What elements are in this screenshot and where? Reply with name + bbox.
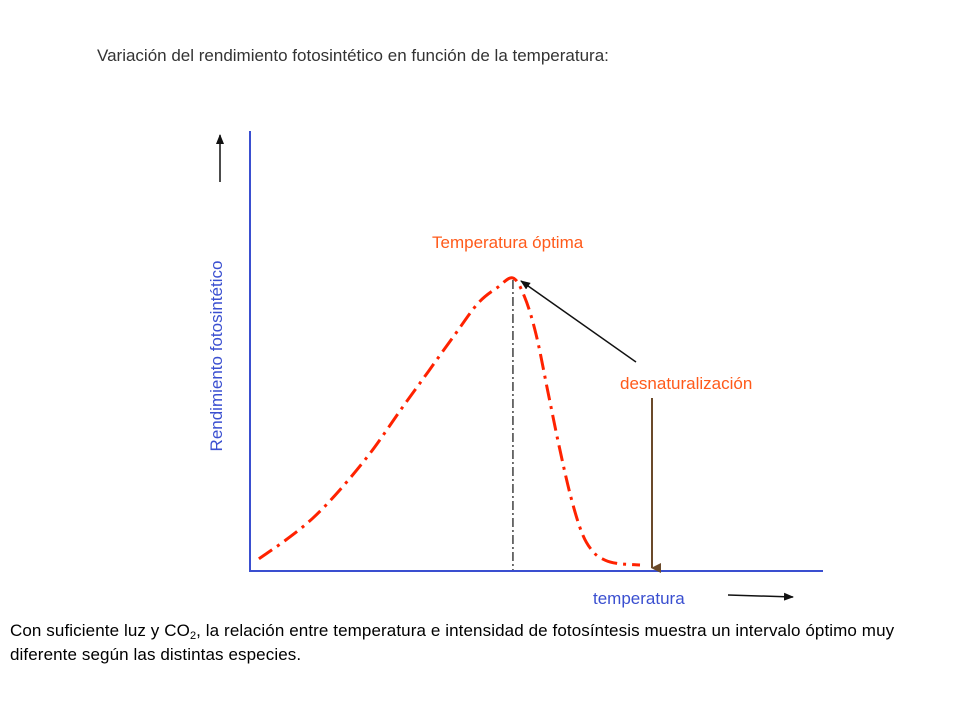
annotation-denaturation: desnaturalización (620, 374, 752, 393)
y-axis-label: Rendimiento fotosintético (207, 261, 226, 452)
x-direction-arrow (727, 592, 794, 601)
series-line (258, 276, 641, 567)
annotation-optimum: Temperatura óptima (432, 233, 584, 252)
x-axis-label: temperatura (593, 589, 685, 608)
denaturation-arrow (520, 280, 637, 363)
chart-title: Variación del rendimiento fotosintético … (97, 46, 609, 65)
caption: Con suficiente luz y CO2, la relación en… (10, 621, 895, 664)
